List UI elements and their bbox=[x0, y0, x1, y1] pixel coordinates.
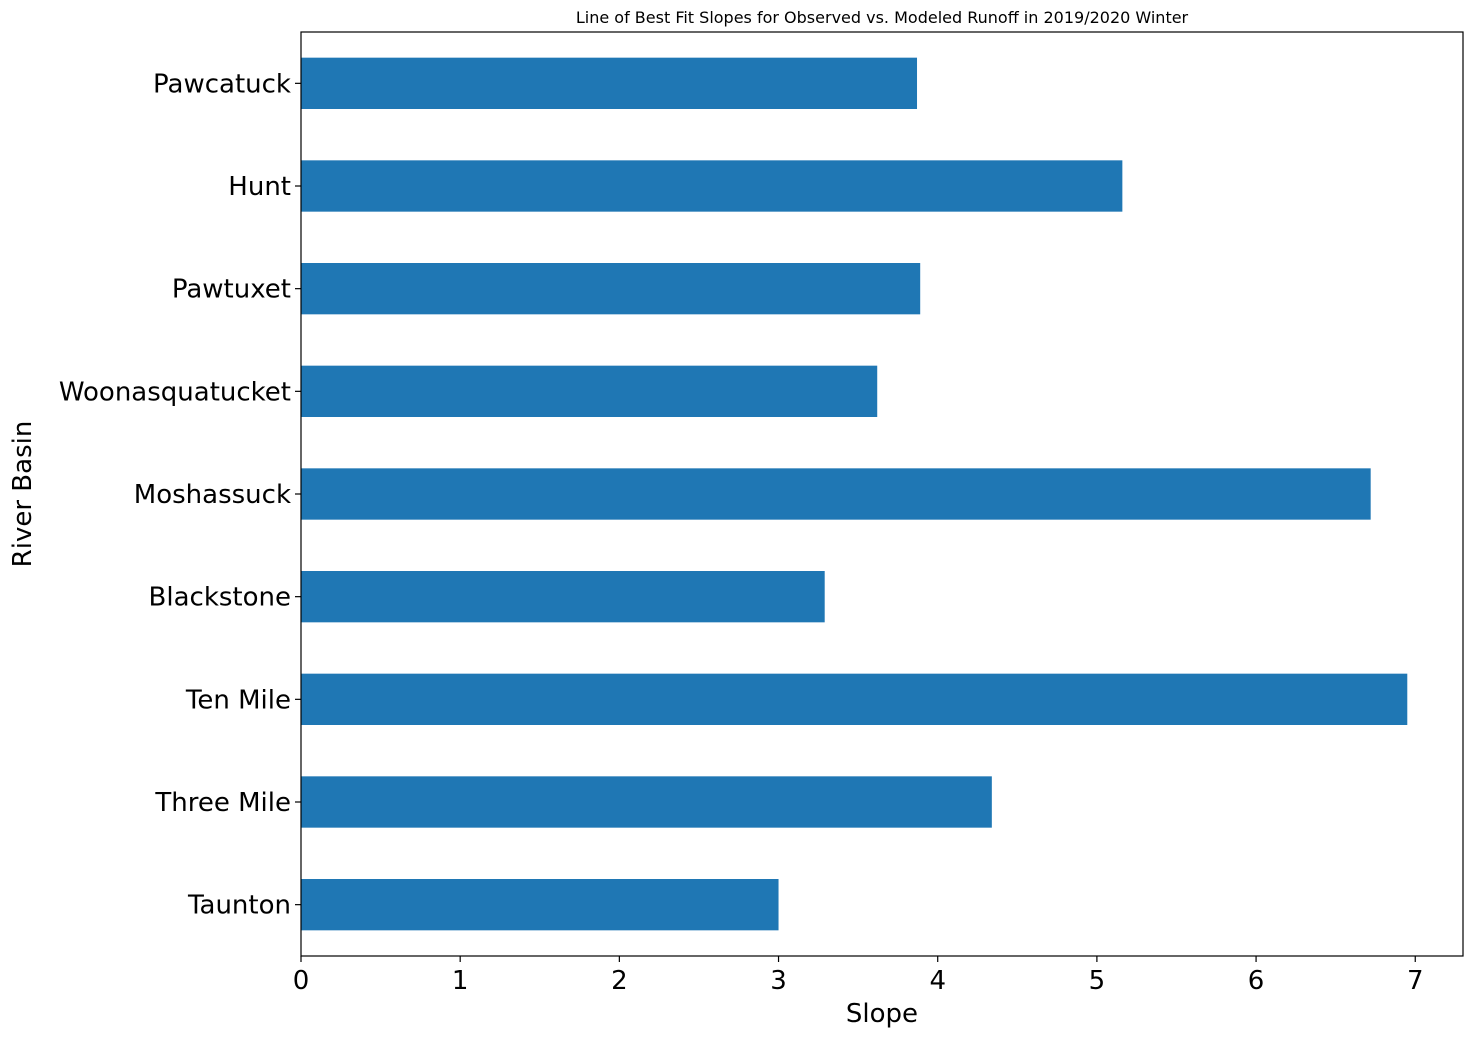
x-tick-label: 2 bbox=[611, 966, 628, 996]
y-tick-label: Hunt bbox=[228, 172, 291, 202]
x-tick-label: 7 bbox=[1407, 966, 1424, 996]
y-tick-label: Three Mile bbox=[154, 788, 291, 818]
y-tick-label: Woonasquatucket bbox=[59, 377, 291, 407]
y-tick-label: Pawcatuck bbox=[153, 69, 291, 99]
bar-pawtuxet bbox=[301, 263, 921, 315]
y-tick-label: Taunton bbox=[187, 891, 291, 921]
bars-group bbox=[301, 57, 1408, 931]
x-tick-label: 1 bbox=[452, 966, 469, 996]
bar-pawcatuck bbox=[301, 57, 918, 109]
x-axis-label: Slope bbox=[846, 999, 918, 1029]
x-axis-ticks: 0 1 2 3 4 5 6 7 bbox=[293, 956, 1424, 996]
chart-title: Line of Best Fit Slopes for Observed vs.… bbox=[576, 8, 1189, 27]
plot-frame bbox=[300, 31, 1464, 957]
x-tick-label: 3 bbox=[770, 966, 787, 996]
y-axis-ticks: Pawcatuck Hunt Pawtuxet Woonasquatucket Mosh… bbox=[59, 69, 301, 921]
bar-ten-mile bbox=[301, 673, 1408, 725]
y-tick-label: Pawtuxet bbox=[172, 275, 291, 305]
x-tick-label: 4 bbox=[929, 966, 946, 996]
x-tick-label: 6 bbox=[1248, 966, 1265, 996]
bar-taunton bbox=[301, 879, 779, 931]
x-tick-label: 0 bbox=[293, 966, 310, 996]
bar-three-mile bbox=[301, 776, 992, 828]
bar-hunt bbox=[301, 160, 1123, 212]
y-tick-label: Moshassuck bbox=[134, 480, 291, 510]
bar-moshassuck bbox=[301, 468, 1371, 520]
bar-blackstone bbox=[301, 571, 825, 623]
x-tick-label: 5 bbox=[1089, 966, 1106, 996]
y-tick-label: Ten Mile bbox=[185, 685, 291, 715]
y-tick-label: Blackstone bbox=[149, 583, 291, 613]
bar-woonasquatucket bbox=[301, 365, 878, 417]
y-axis-label: River Basin bbox=[8, 421, 38, 568]
